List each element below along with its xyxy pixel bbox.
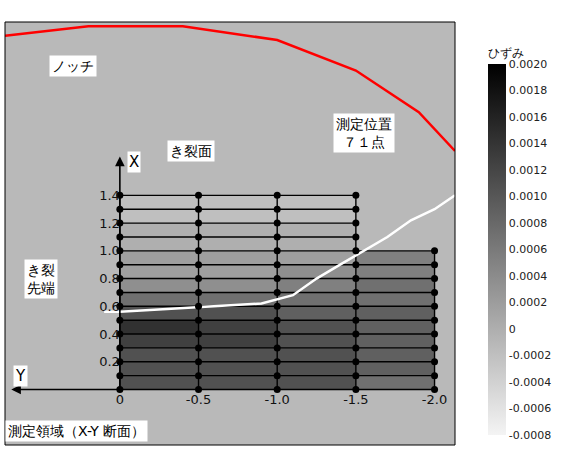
svg-text:-2.0: -2.0 bbox=[422, 392, 447, 407]
svg-text:0: 0 bbox=[116, 392, 124, 407]
svg-text:-0.0008: -0.0008 bbox=[509, 429, 551, 442]
svg-text:-0.0002: -0.0002 bbox=[509, 349, 551, 362]
svg-text:0.0004: 0.0004 bbox=[509, 270, 548, 283]
svg-text:測定位置７１点: 測定位置７１点 bbox=[336, 116, 392, 150]
svg-text:0.2: 0.2 bbox=[99, 354, 120, 369]
svg-text:ひずみ: ひずみ bbox=[488, 46, 524, 60]
svg-text:ノッチ: ノッチ bbox=[52, 58, 94, 74]
svg-text:-1.0: -1.0 bbox=[265, 392, 290, 407]
svg-text:Y: Y bbox=[15, 367, 26, 385]
svg-text:X: X bbox=[129, 153, 139, 171]
svg-text:測定領域（X-Y 断面）: 測定領域（X-Y 断面） bbox=[8, 423, 145, 439]
svg-text:0.4: 0.4 bbox=[99, 327, 120, 342]
svg-text:0.0020: 0.0020 bbox=[509, 58, 548, 71]
svg-text:1.4: 1.4 bbox=[99, 188, 120, 203]
svg-text:0.0002: 0.0002 bbox=[509, 296, 548, 309]
svg-text:-0.0004: -0.0004 bbox=[509, 376, 551, 389]
svg-text:0.0008: 0.0008 bbox=[509, 217, 548, 230]
svg-text:0.0010: 0.0010 bbox=[509, 190, 548, 203]
svg-text:1.2: 1.2 bbox=[99, 216, 120, 231]
svg-text:0.6: 0.6 bbox=[99, 299, 120, 314]
svg-text:0.0006: 0.0006 bbox=[509, 243, 548, 256]
svg-text:0.0018: 0.0018 bbox=[509, 84, 548, 97]
svg-text:0.0014: 0.0014 bbox=[509, 137, 548, 150]
svg-text:-0.5: -0.5 bbox=[186, 392, 211, 407]
svg-text:0.0016: 0.0016 bbox=[509, 111, 548, 124]
svg-text:0: 0 bbox=[509, 323, 516, 336]
svg-text:0.8: 0.8 bbox=[99, 271, 120, 286]
svg-text:き裂先端: き裂先端 bbox=[27, 262, 55, 296]
svg-text:1.0: 1.0 bbox=[99, 243, 120, 258]
svg-text:-0.0006: -0.0006 bbox=[509, 402, 551, 415]
svg-text:0.0012: 0.0012 bbox=[509, 164, 548, 177]
svg-text:き裂面: き裂面 bbox=[170, 143, 212, 159]
svg-text:-1.5: -1.5 bbox=[343, 392, 368, 407]
